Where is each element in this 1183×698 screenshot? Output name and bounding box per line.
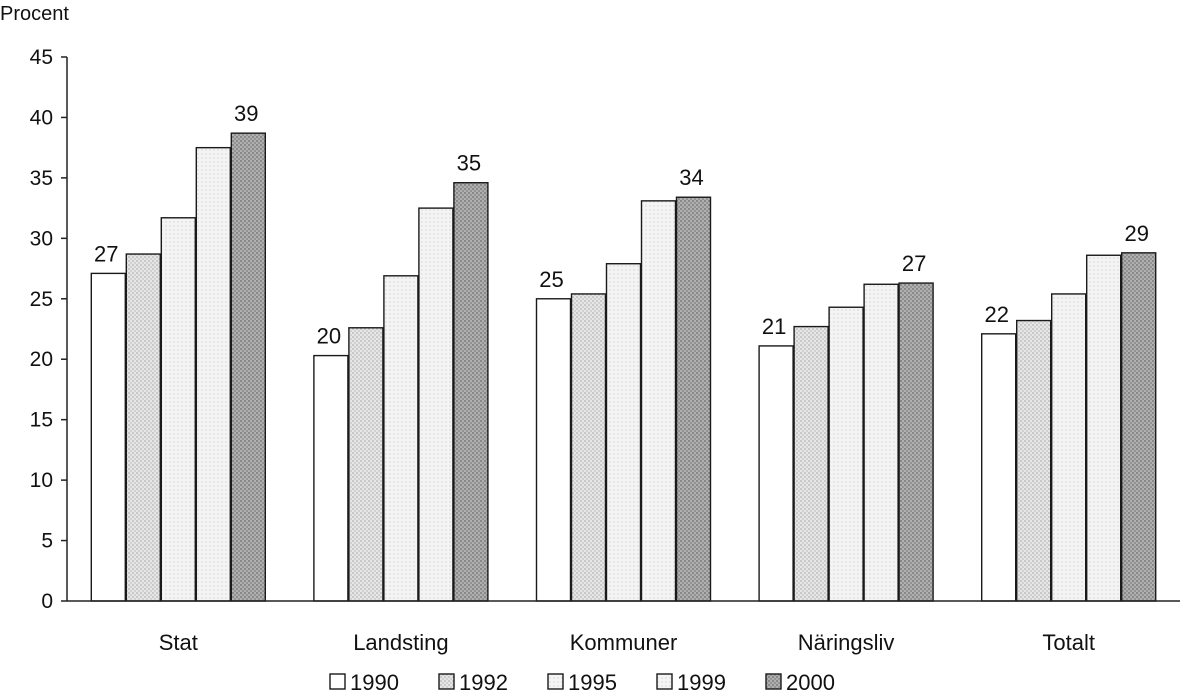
legend-swatch-1992 xyxy=(438,673,455,690)
y-tick-label: 0 xyxy=(41,590,53,613)
bar-1995-Stat xyxy=(160,217,197,602)
y-tick-label: 25 xyxy=(30,288,53,311)
legend-label-1990: 1990 xyxy=(350,670,399,695)
legend-label-2000: 2000 xyxy=(786,670,835,695)
y-tick-label: 40 xyxy=(30,106,53,129)
data-label: 20 xyxy=(317,324,341,349)
legend-swatch-1990 xyxy=(329,673,346,690)
y-axis-label: Procent xyxy=(0,3,69,25)
bar-1999-Stat xyxy=(195,146,232,602)
bar-2000-Kommuner xyxy=(675,196,712,602)
x-category-label: Näringsliv xyxy=(798,630,895,655)
y-tick-label: 10 xyxy=(30,469,53,492)
legend-label-1992: 1992 xyxy=(459,670,508,695)
data-label: 21 xyxy=(762,314,786,339)
bar-1992-Landsting xyxy=(348,327,384,602)
bar-1992-Stat xyxy=(125,253,162,602)
legend-swatch-2000 xyxy=(765,673,782,690)
legend-label-1999: 1999 xyxy=(677,670,726,695)
bar-1990-Stat xyxy=(90,272,127,602)
data-label: 39 xyxy=(234,101,258,126)
bar-1999-Näringsliv xyxy=(863,283,899,602)
bar-2000-Näringsliv xyxy=(898,282,934,602)
data-label: 27 xyxy=(902,251,926,276)
bar-1990-Kommuner xyxy=(535,298,572,602)
y-tick-label: 5 xyxy=(41,530,53,553)
x-axis: Stat Landsting Kommuner Näringsliv Totalt xyxy=(67,600,1180,655)
bar-2000-Stat xyxy=(230,132,267,602)
legend: 1990 1992 1995 1999 2000 xyxy=(329,670,835,695)
x-category-label: Totalt xyxy=(1042,630,1095,655)
legend-swatch-1999 xyxy=(656,673,673,690)
x-category-label: Landsting xyxy=(353,630,448,655)
data-label: 22 xyxy=(984,302,1008,327)
bar-1999-Kommuner xyxy=(640,200,677,602)
y-axis: 0 5 10 15 20 25 30 35 40 45 xyxy=(30,46,68,613)
bar-1995-Landsting xyxy=(383,275,419,602)
x-category-label: Kommuner xyxy=(570,630,678,655)
bar-1999-Landsting xyxy=(418,207,454,602)
data-label: 29 xyxy=(1124,221,1148,246)
x-category-label: Stat xyxy=(159,630,198,655)
legend-label-1995: 1995 xyxy=(568,670,617,695)
data-label: 25 xyxy=(539,267,563,292)
bar-1990-Landsting xyxy=(313,354,349,602)
y-tick-label: 45 xyxy=(30,46,53,69)
bar-1992-Kommuner xyxy=(570,293,607,602)
bar-1995-Kommuner xyxy=(605,263,642,602)
data-labels: 27 39 20 35 25 34 21 27 22 29 xyxy=(94,101,1149,348)
legend-swatch-1995 xyxy=(547,673,564,690)
data-label: 34 xyxy=(679,165,703,190)
bar-2000-Landsting xyxy=(453,182,489,602)
y-tick-label: 15 xyxy=(30,409,53,432)
data-label: 27 xyxy=(94,241,118,266)
y-tick-label: 20 xyxy=(30,348,53,371)
y-tick-label: 35 xyxy=(30,167,53,190)
bar-1999-Totalt xyxy=(1085,254,1122,602)
bar-1992-Näringsliv xyxy=(793,325,829,602)
bar-1995-Näringsliv xyxy=(828,306,864,602)
bars xyxy=(90,132,1157,602)
bar-1995-Totalt xyxy=(1050,293,1087,602)
bar-1990-Näringsliv xyxy=(758,345,794,602)
bar-1992-Totalt xyxy=(1016,319,1052,602)
data-label: 35 xyxy=(457,151,481,176)
bar-1990-Totalt xyxy=(981,333,1017,602)
y-tick-label: 30 xyxy=(30,227,53,250)
bar-2000-Totalt xyxy=(1120,252,1157,602)
